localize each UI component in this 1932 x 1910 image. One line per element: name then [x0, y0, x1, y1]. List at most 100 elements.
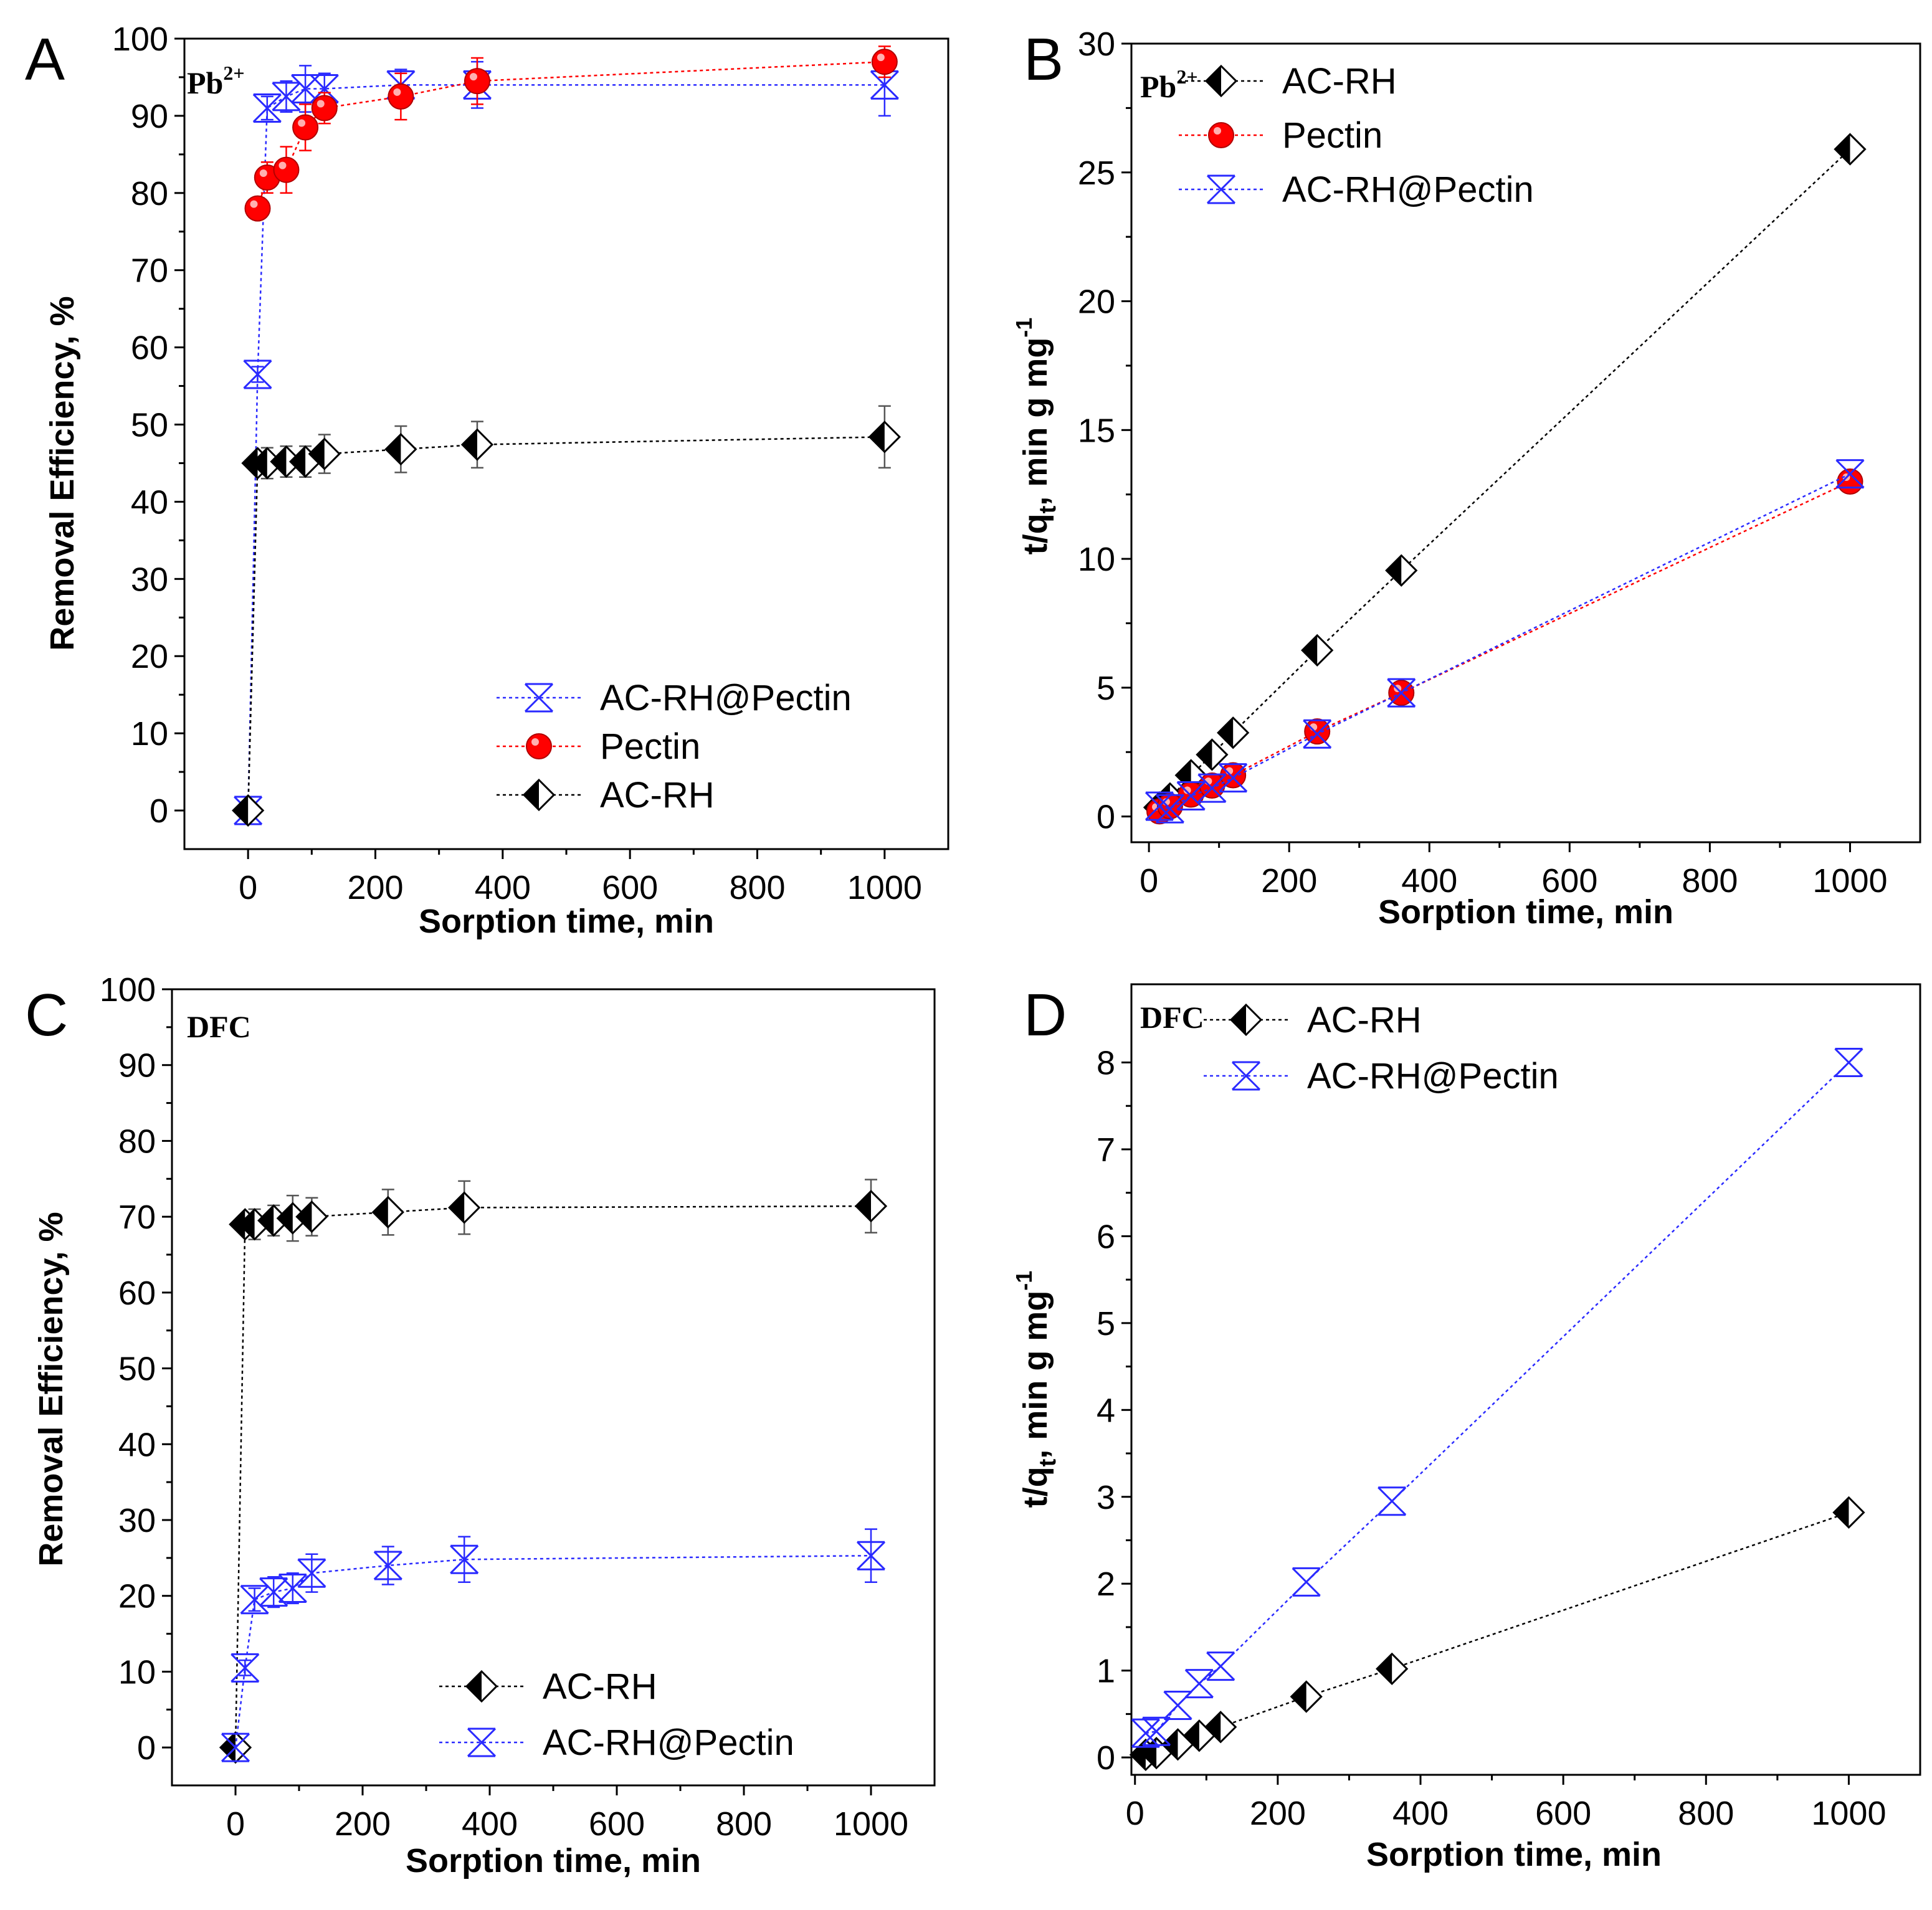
series-ac-rh-pectin	[1144, 459, 1865, 824]
data-point-fill	[297, 1202, 312, 1232]
y-tick-label: 0	[1097, 1739, 1115, 1777]
legend-marker-stroke-2	[524, 683, 554, 713]
x-tick-label: 600	[589, 1805, 645, 1843]
data-point-stroke-2	[231, 1653, 260, 1683]
data-point	[871, 49, 898, 75]
legend-marker-stroke-2	[467, 1727, 497, 1757]
data-point-stroke-2	[272, 82, 301, 111]
data-point-fill	[1206, 1712, 1221, 1742]
series-pectin	[244, 45, 898, 222]
legend: AC-RH AC-RH@Pectin	[1204, 1000, 1559, 1096]
data-point-stroke-2	[1131, 1719, 1160, 1748]
data-point-stroke-2	[450, 1545, 479, 1574]
legend-marker	[467, 1727, 497, 1757]
panel-c: C DFC 0 200 400 600 800 1000 0 10 20 30 40 50 60 70 80 90…	[25, 971, 936, 1879]
y-tick-label: 2	[1097, 1566, 1115, 1603]
y-tick-label: 90	[118, 1047, 156, 1085]
data-point	[1204, 1711, 1237, 1744]
data-point	[1387, 678, 1416, 708]
data-point	[1290, 1680, 1323, 1713]
panel-tag: Pb2+	[187, 62, 245, 100]
data-point-stroke-2	[1144, 792, 1174, 821]
legend: AC-RH AC-RH@Pectin	[439, 1666, 794, 1763]
y-tick-label: 10	[118, 1653, 156, 1691]
data-point-stroke-2	[252, 93, 282, 123]
data-point-fill	[221, 1732, 236, 1763]
y-axis-title-rest: , min g mg	[1017, 338, 1054, 506]
data-point	[292, 114, 319, 141]
data-point-stroke-2	[1197, 774, 1227, 803]
y-tick-label: 70	[131, 252, 168, 290]
data-point	[1196, 738, 1229, 771]
legend-marker-fill	[524, 780, 539, 810]
x-tick-label: 800	[716, 1805, 772, 1843]
data-point	[311, 95, 338, 121]
y-tick-label: 0	[150, 792, 168, 830]
panel-tag-main: Pb	[187, 65, 223, 100]
x-tick-label: 800	[1682, 862, 1738, 900]
data-point-fill	[856, 1191, 871, 1222]
series-pectin	[1146, 468, 1863, 825]
panel-letter: C	[25, 982, 68, 1048]
x-tick-label: 0	[226, 1805, 245, 1843]
y-tick-label: 50	[131, 407, 168, 444]
data-point	[448, 1191, 481, 1224]
x-tick-label: 0	[1126, 1795, 1144, 1832]
data-point-stroke-2	[1176, 781, 1206, 810]
data-point	[1385, 554, 1418, 587]
x-axis-title: Sorption time, min	[1366, 1836, 1662, 1873]
data-point-stroke-2	[856, 1541, 886, 1570]
data-point-stroke-2	[1835, 459, 1865, 488]
legend-marker-fill	[467, 1671, 482, 1701]
x-tick-label: 400	[1401, 862, 1457, 900]
y-axis-title-sub: t	[1035, 1458, 1061, 1466]
y-axis-title-main: t/q	[1017, 513, 1054, 554]
data-point-stroke-2	[240, 1585, 269, 1614]
data-point	[1155, 794, 1184, 824]
y-tick-label: 20	[118, 1578, 156, 1615]
series-line	[257, 60, 885, 209]
data-point	[388, 83, 414, 110]
panel-tag-main: DFC	[1140, 1000, 1204, 1035]
y-tick-label: 10	[131, 715, 168, 753]
y-tick-label: 10	[1078, 541, 1115, 578]
x-axis-title: Sorption time, min	[1378, 893, 1673, 931]
x-tick-label: 0	[239, 869, 257, 906]
data-point-fill	[1184, 1721, 1199, 1751]
data-point	[450, 1544, 479, 1574]
data-point	[464, 68, 490, 95]
data-point-stroke-2	[1292, 1567, 1321, 1597]
data-point-highlight	[259, 169, 267, 178]
data-point-stroke-2	[1155, 794, 1184, 824]
y-tick-label: 60	[131, 330, 168, 367]
data-point-stroke-2	[1206, 1651, 1235, 1681]
data-point-fill	[373, 1197, 388, 1227]
data-point	[252, 93, 282, 123]
data-point	[221, 1732, 250, 1762]
x-axis-title: Sorption time, min	[419, 903, 714, 940]
series-line	[1145, 1062, 1850, 1734]
data-point-fill	[1197, 739, 1212, 770]
data-point	[1834, 1048, 1863, 1078]
x-tick-label: 600	[1535, 1795, 1591, 1832]
y-tick-label: 4	[1097, 1392, 1115, 1429]
series-line	[247, 84, 885, 811]
data-point-stroke-2	[1142, 1717, 1171, 1746]
y-tick-label: 30	[1078, 26, 1115, 63]
data-point	[1376, 1652, 1409, 1685]
x-tick-label: 200	[1261, 862, 1317, 900]
y-tick-label: 30	[118, 1502, 156, 1539]
data-point	[460, 428, 494, 461]
data-point-stroke-2	[1303, 720, 1332, 749]
y-tick-label: 1	[1097, 1653, 1115, 1690]
legend-marker	[1229, 1003, 1263, 1037]
legend: AC-RH@Pectin Pectin AC-RH	[497, 678, 852, 815]
legend-marker	[522, 778, 556, 812]
data-point-fill	[259, 1205, 274, 1236]
y-tick-label: 0	[137, 1729, 156, 1767]
legend-marker-highlight	[1214, 127, 1221, 135]
x-tick-label: 200	[1250, 1795, 1306, 1832]
panel-tag: DFC	[1140, 1000, 1204, 1035]
x-tick-label: 1000	[834, 1805, 908, 1843]
data-point-highlight	[298, 119, 306, 127]
